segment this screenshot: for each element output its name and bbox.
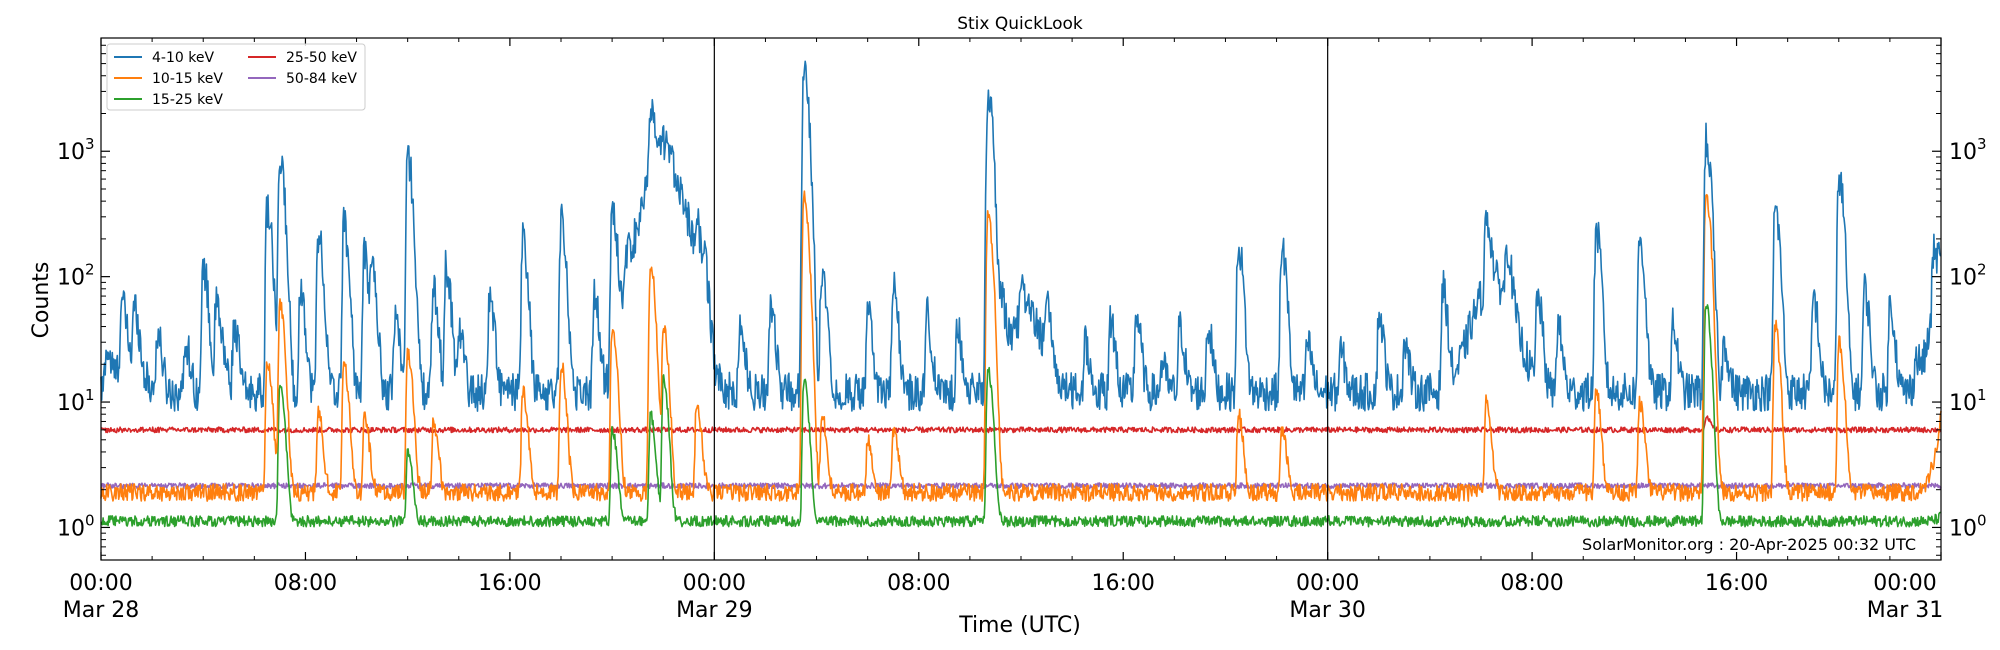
series-line-50-84-kev [100,482,1942,490]
legend-entry-label: 4-10 keV [152,50,214,66]
series-line-10-15-kev [100,190,1942,502]
chart-title: Stix QuickLook [957,14,1083,34]
x-tick-label: 00:00 [69,571,132,596]
source-annotation: SolarMonitor.org : 20-Apr-2025 00:32 UTC [1582,535,1916,554]
y-tick-label: 101 [57,386,95,416]
y-tick-label-right: 103 [1949,135,1987,165]
x-tick-date-label: Mar 29 [676,598,753,623]
x-axis-label: Time (UTC) [958,613,1081,638]
legend-entry-label: 10-15 keV [152,71,223,87]
x-tick-date-label: Mar 31 [1867,598,1944,623]
y-tick-label-right: 101 [1949,386,1987,416]
x-tick-label: 16:00 [1705,571,1768,596]
x-tick-label: 16:00 [1092,571,1155,596]
x-tick-label: 00:00 [1873,571,1936,596]
legend: 4-10 keV 10-15 keV 15-25 keV 25-50 keV 50-84… [106,43,366,111]
y-tick-label: 103 [57,135,95,165]
x-tick-label: 08:00 [1500,571,1563,596]
series-line-15-25-kev [100,304,1942,528]
y-tick-label-right: 100 [1949,511,1987,541]
x-tick-date-label: Mar 28 [63,598,140,623]
x-tick-label: 00:00 [1296,571,1359,596]
y-tick-label: 102 [57,261,95,291]
x-tick-label: 08:00 [274,571,337,596]
x-tick-label: 00:00 [683,571,746,596]
x-tick-label: 08:00 [887,571,950,596]
legend-entry-label: 50-84 keV [286,71,357,87]
series-line-4-10-kev [100,60,1942,412]
x-tick-label: 16:00 [478,571,541,596]
y-tick-label: 100 [57,511,95,541]
y-axis-label: Counts [29,262,54,339]
plot-area [100,60,1942,528]
legend-entry-label: 25-50 keV [286,50,357,66]
legend-box [106,43,366,111]
series-line-25-50-kev [100,415,1942,434]
y-tick-label-right: 102 [1949,261,1987,291]
x-tick-date-label: Mar 30 [1289,598,1366,623]
legend-entry-label: 15-25 keV [152,92,223,108]
